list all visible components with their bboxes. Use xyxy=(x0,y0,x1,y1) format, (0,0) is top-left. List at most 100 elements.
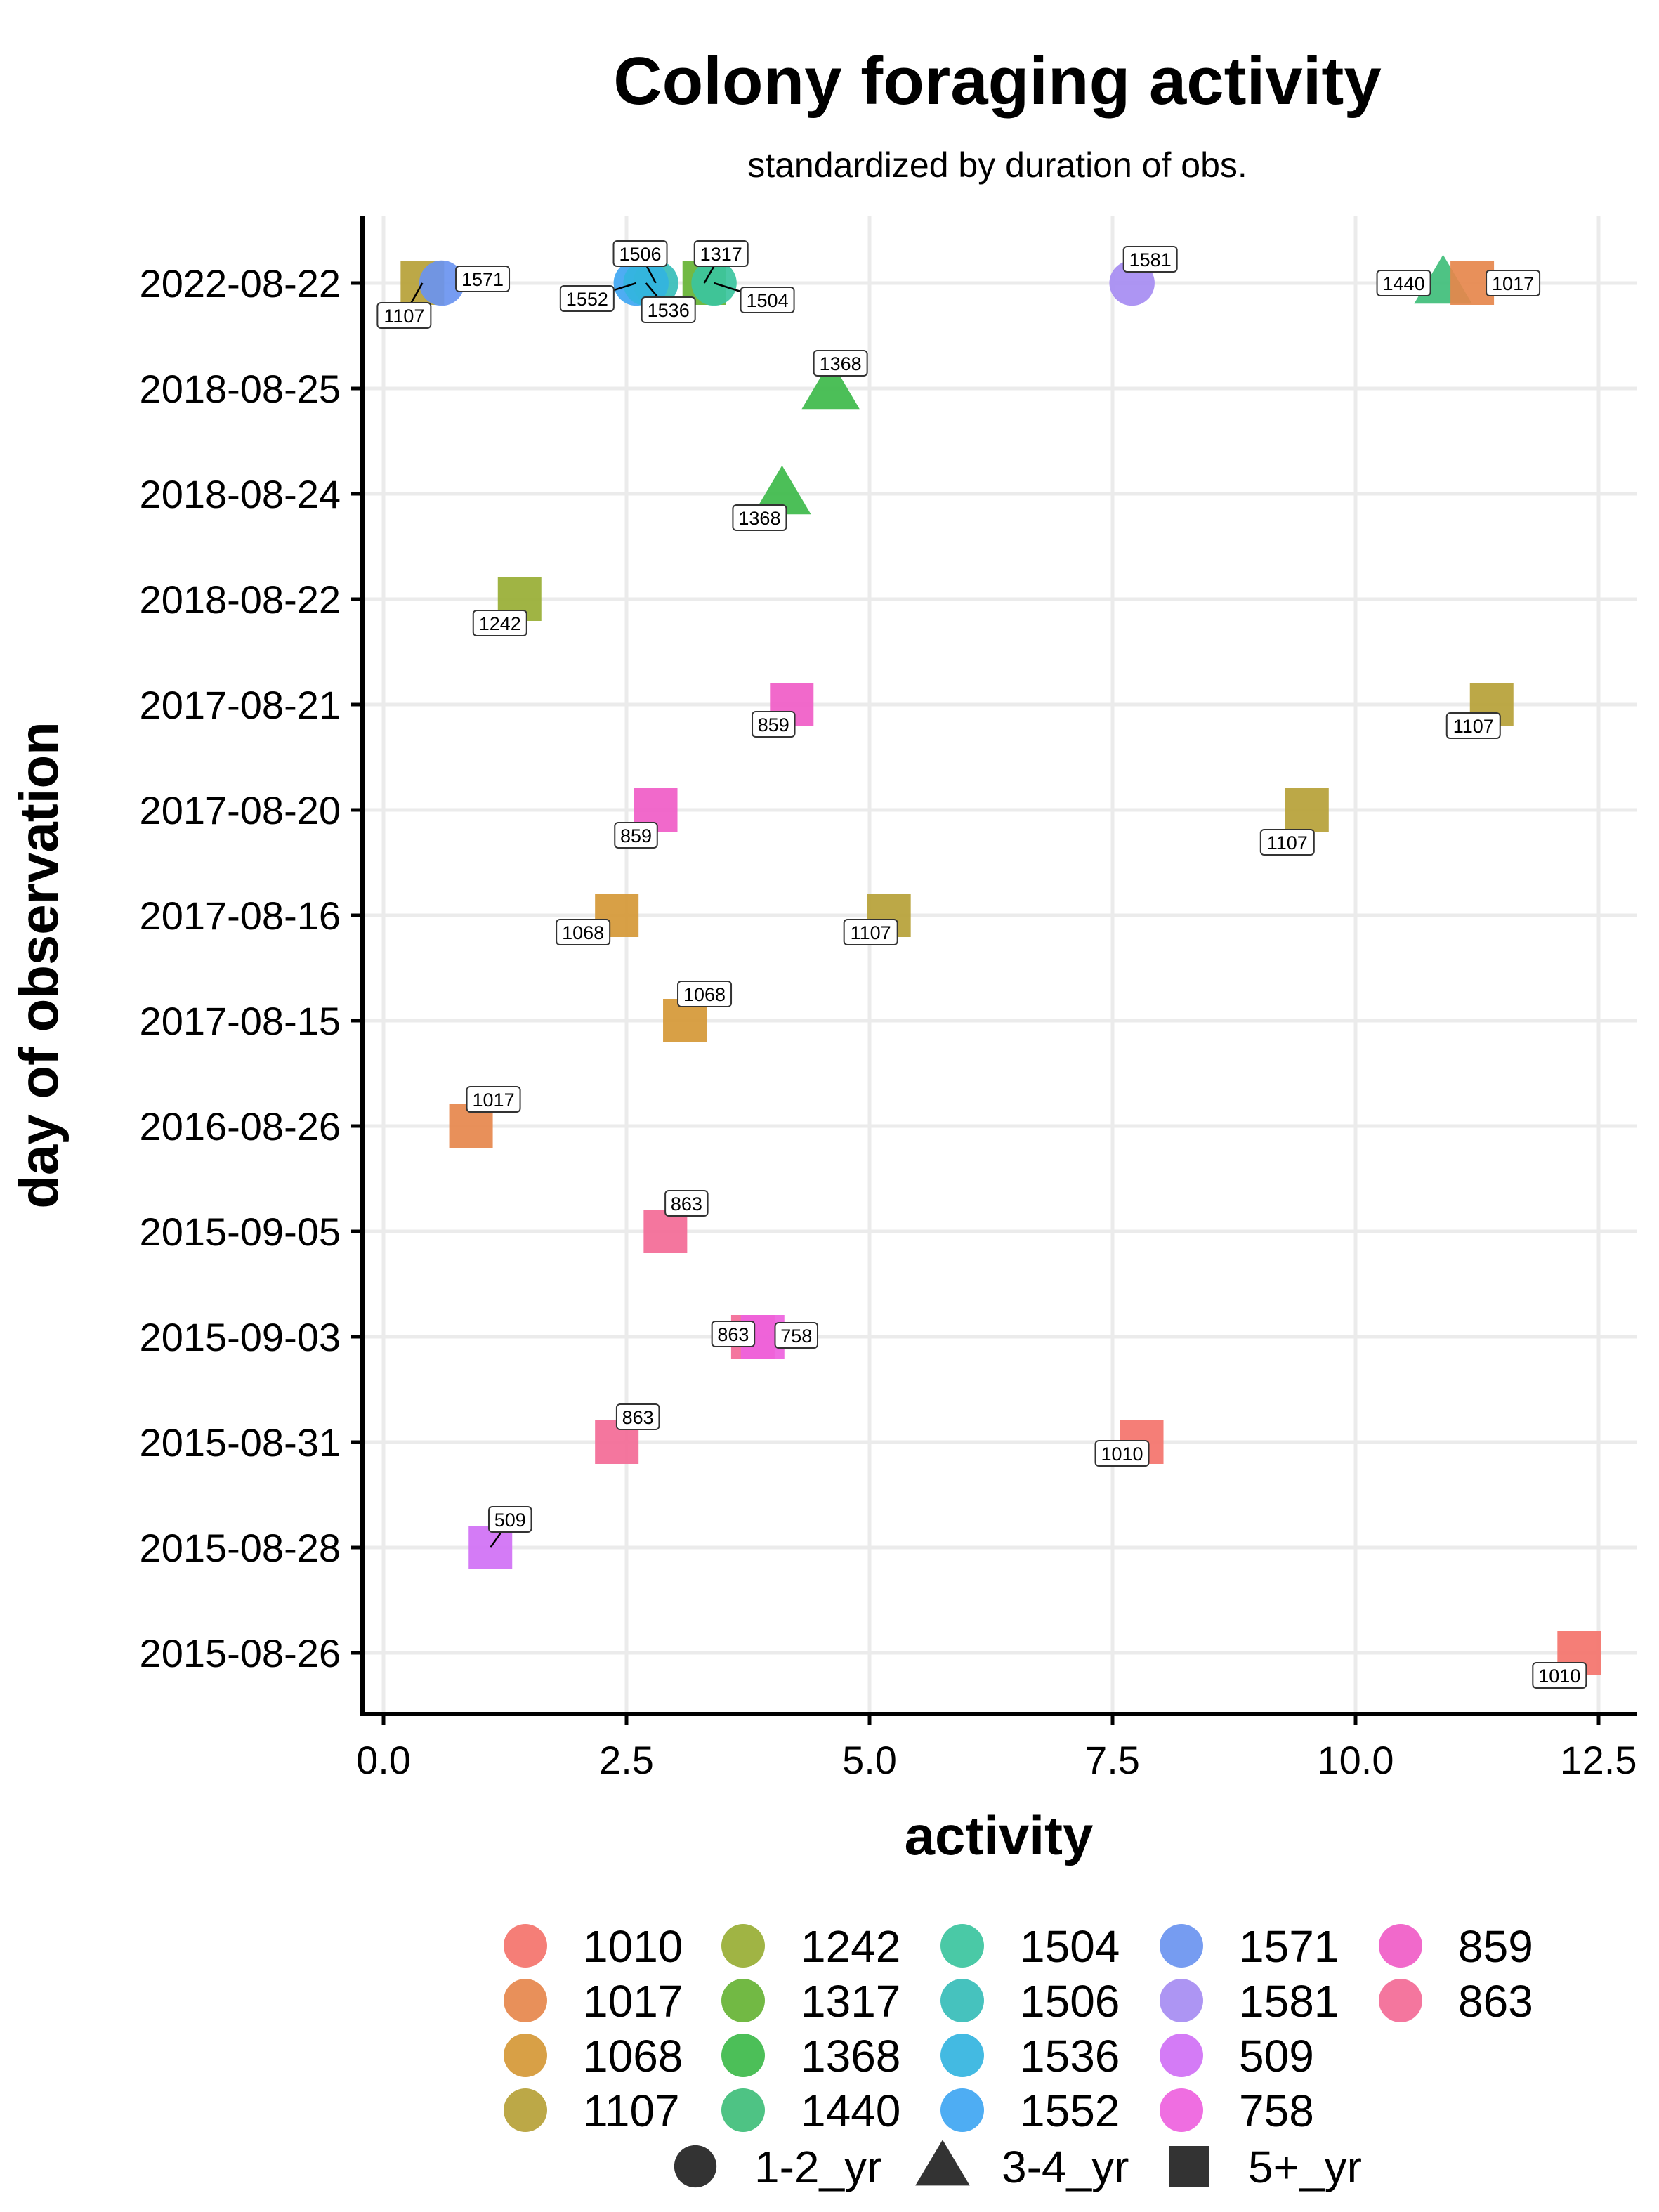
point-label-1242: 1242 xyxy=(472,610,527,636)
x-axis-ticks: 0.0 2.5 5.0 7.5 10.0 12.5 xyxy=(356,1714,1637,1782)
y-tick-label: 2017-08-15 xyxy=(140,999,341,1043)
point-label-1571: 1571 xyxy=(455,266,511,292)
legend-shape-label: 5+_yr xyxy=(1248,2142,1362,2192)
label-text: 1571 xyxy=(461,269,504,290)
label-box xyxy=(732,504,787,531)
label-box xyxy=(1486,270,1541,296)
label-box xyxy=(1094,1440,1150,1467)
legend-label-1010: 1010 xyxy=(583,1921,683,1972)
label-text: 1068 xyxy=(683,984,726,1005)
legend-item-1317: 1317 xyxy=(721,1976,900,2027)
label-text: 863 xyxy=(717,1324,749,1345)
legend-swatch-1506 xyxy=(940,1979,984,2022)
label-text: 1107 xyxy=(383,306,424,327)
point-label-1317: 1317 xyxy=(693,240,749,284)
label-box xyxy=(1532,1662,1587,1689)
label-box xyxy=(376,302,432,329)
legend-swatch-1107 xyxy=(504,2088,547,2132)
x-tick-label: 2.5 xyxy=(599,1738,654,1782)
legend-swatch-509 xyxy=(1160,2034,1203,2077)
point-label-1107: 1107 xyxy=(843,919,898,945)
y-tick-label: 2015-09-03 xyxy=(140,1315,341,1359)
label-text: 1317 xyxy=(700,244,742,265)
legend-item-1506: 1506 xyxy=(940,1976,1120,2027)
legend-label-1571: 1571 xyxy=(1239,1921,1339,1972)
legend-item-1242: 1242 xyxy=(721,1921,900,1972)
label-text: 1107 xyxy=(851,922,891,943)
legend-shape-3-4_yr: 3-4_yr xyxy=(915,2140,1129,2192)
data-point-1107 xyxy=(1285,788,1329,832)
label-text: 1536 xyxy=(648,300,690,321)
y-tick-label: 2016-08-26 xyxy=(140,1104,341,1148)
legend-label-1017: 1017 xyxy=(583,1976,683,2027)
legend-shape-symbol xyxy=(915,2140,970,2186)
label-text: 1010 xyxy=(1101,1444,1143,1465)
legend-label-1440: 1440 xyxy=(801,2086,900,2136)
data-point-1368 xyxy=(753,465,811,515)
y-tick-label: 2018-08-24 xyxy=(140,472,341,516)
y-axis-ticks: 2015-08-26 2015-08-28 2015-08-31 2015-09-03… xyxy=(140,261,362,1675)
label-box xyxy=(740,287,795,313)
legend-item-1581: 1581 xyxy=(1160,1976,1339,2027)
legend-shape-5+_yr: 5+_yr xyxy=(1169,2142,1362,2192)
point-label-1010: 1010 xyxy=(1094,1440,1150,1467)
legend-shape-symbol xyxy=(1169,2146,1209,2187)
legend-shape-label: 3-4_yr xyxy=(1002,2142,1129,2192)
label-box xyxy=(487,1506,532,1533)
legend-swatch-758 xyxy=(1160,2088,1203,2132)
label-box xyxy=(559,285,615,312)
point-label-859: 859 xyxy=(752,711,796,738)
x-tick-label: 7.5 xyxy=(1085,1738,1140,1782)
point-label-509: 509 xyxy=(487,1506,532,1548)
label-text: 1010 xyxy=(1538,1665,1580,1687)
label-box xyxy=(455,266,511,292)
y-tick-label: 2015-08-28 xyxy=(140,1526,341,1570)
label-text: 1581 xyxy=(1129,249,1172,270)
legend-swatch-1536 xyxy=(940,2034,984,2077)
legend-label-1242: 1242 xyxy=(801,1921,900,1972)
label-box xyxy=(612,240,668,267)
data-point-1368 xyxy=(801,360,860,410)
legend-swatch-1440 xyxy=(721,2088,765,2132)
point-label-859: 859 xyxy=(614,822,658,849)
point-label-1536: 1536 xyxy=(641,282,696,323)
legend-label-859: 859 xyxy=(1458,1921,1533,1972)
legend-swatch-1552 xyxy=(940,2088,984,2132)
legend-swatch-1017 xyxy=(504,1979,547,2022)
legend-item-758: 758 xyxy=(1160,2086,1314,2136)
label-box xyxy=(1259,829,1315,856)
point-label-1506: 1506 xyxy=(612,240,668,284)
x-tick-label: 10.0 xyxy=(1318,1738,1394,1782)
legend-swatch-1242 xyxy=(721,1924,765,1968)
point-label-1107: 1107 xyxy=(376,282,432,329)
point-label-1068: 1068 xyxy=(677,981,733,1007)
legend-label-1068: 1068 xyxy=(583,2031,683,2081)
label-box xyxy=(556,919,611,945)
data-point-1571 xyxy=(419,260,465,306)
legend-label-1368: 1368 xyxy=(801,2031,900,2081)
legend-label-1317: 1317 xyxy=(801,1976,900,2027)
label-box xyxy=(843,919,898,945)
label-text: 1017 xyxy=(1492,273,1534,294)
x-axis-title: activity xyxy=(905,1805,1094,1866)
legend-swatch-1581 xyxy=(1160,1979,1203,2022)
point-label-1504: 1504 xyxy=(714,282,795,313)
label-box xyxy=(1445,712,1501,739)
label-text: 509 xyxy=(494,1510,526,1531)
y-tick-label: 2015-08-31 xyxy=(140,1420,341,1465)
label-text: 863 xyxy=(671,1193,702,1215)
y-tick-label: 2017-08-21 xyxy=(140,683,341,727)
point-label-1368: 1368 xyxy=(813,350,868,377)
point-label-758: 758 xyxy=(774,1322,819,1349)
chart-subtitle: standardized by duration of obs. xyxy=(747,145,1247,185)
y-tick-label: 2015-09-05 xyxy=(140,1210,341,1254)
label-text: 863 xyxy=(622,1407,654,1428)
label-text: 1440 xyxy=(1383,273,1425,294)
legend-swatch-1317 xyxy=(721,1979,765,2022)
point-label-1581: 1581 xyxy=(1122,246,1178,273)
y-tick-label: 2018-08-22 xyxy=(140,577,341,622)
label-text: 859 xyxy=(758,714,789,735)
point-label-863: 863 xyxy=(615,1403,660,1430)
legend-item-1068: 1068 xyxy=(504,2031,683,2081)
